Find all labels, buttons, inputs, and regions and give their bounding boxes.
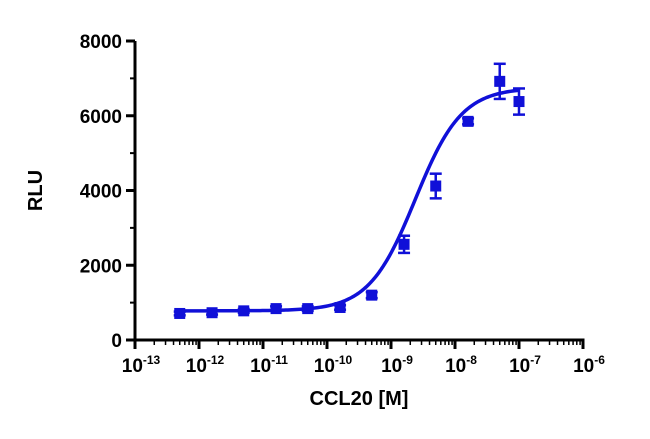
x-tick-label: 10-11 <box>250 353 288 377</box>
data-point <box>398 234 411 255</box>
data-point <box>462 115 475 127</box>
y-tick-label: 0 <box>111 331 122 352</box>
square-marker <box>398 238 410 250</box>
square-marker <box>334 301 346 313</box>
square-marker <box>206 307 218 319</box>
square-marker <box>430 180 442 192</box>
data-point <box>270 303 283 315</box>
x-tick-label: 10-6 <box>573 353 605 377</box>
square-marker <box>238 305 250 317</box>
fit-curve <box>179 88 520 313</box>
y-tick-label: 6000 <box>80 107 122 128</box>
data-point <box>429 172 442 200</box>
data-point <box>301 303 314 315</box>
y-axis-title: RLU <box>25 170 47 211</box>
x-tick-label: 10-13 <box>122 353 161 377</box>
square-marker <box>174 307 186 319</box>
x-axis-title: CCL20 [M] <box>310 388 409 410</box>
fit-curves <box>179 88 520 313</box>
y-tick-label: 8000 <box>80 32 122 53</box>
square-marker <box>494 75 506 87</box>
x-ticks: 10-13 10-12 10-11 10-10 10-9 10-8 10-7 10-6 <box>122 340 605 377</box>
x-tick-label: 10-7 <box>509 353 541 377</box>
x-tick-label: 10-9 <box>381 353 413 377</box>
data-point <box>334 301 347 313</box>
data-points <box>173 62 525 319</box>
axes <box>133 41 585 342</box>
x-tick-label: 10-8 <box>445 353 477 377</box>
square-marker <box>462 115 474 127</box>
x-tick-label: 10-10 <box>314 353 353 377</box>
data-point <box>365 289 378 301</box>
data-point <box>237 305 250 317</box>
data-point <box>513 87 525 116</box>
square-marker <box>366 289 378 301</box>
square-marker <box>513 96 525 108</box>
y-ticks: 0 2000 4000 6000 8000 <box>80 32 135 352</box>
x-tick-label: 10-12 <box>186 353 225 377</box>
square-marker <box>270 303 282 315</box>
data-point <box>493 62 506 101</box>
square-marker <box>302 303 314 315</box>
data-point <box>173 307 186 319</box>
y-tick-label: 2000 <box>80 256 122 277</box>
data-point <box>206 307 219 319</box>
y-tick-label: 4000 <box>80 182 122 203</box>
